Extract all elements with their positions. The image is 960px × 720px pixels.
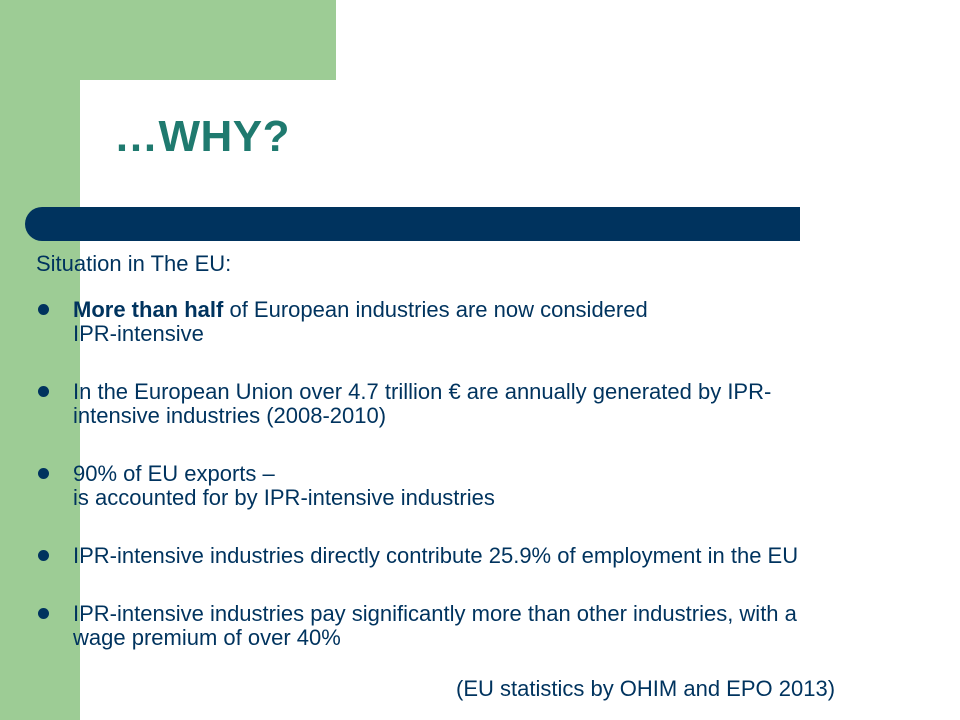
slide-title: …WHY? bbox=[114, 112, 291, 161]
bullet-dot-icon bbox=[38, 608, 49, 619]
bullet-line: IPR-intensive industries pay significant… bbox=[73, 601, 797, 626]
bullet-line: is accounted for by IPR-intensive indust… bbox=[73, 485, 495, 510]
bullet-item: 90% of EU exports – is accounted for by … bbox=[36, 462, 948, 510]
bullet-item: In the European Union over 4.7 trillion … bbox=[36, 380, 948, 428]
bullet-list: More than half of European industries ar… bbox=[36, 298, 948, 650]
title-underline-bar bbox=[25, 207, 800, 241]
bullet-line: wage premium of over 40% bbox=[73, 625, 341, 650]
bullet-line: IPR-intensive industries directly contri… bbox=[73, 543, 799, 568]
bullet-item: IPR-intensive industries pay significant… bbox=[36, 602, 948, 650]
bullet-text: of European industries are now considere… bbox=[223, 297, 648, 322]
intro-text: Situation in The EU: bbox=[36, 251, 232, 276]
bullet-line: intensive industries (2008-2010) bbox=[73, 403, 387, 428]
top-green-block bbox=[80, 0, 336, 80]
bullet-line: IPR-intensive bbox=[73, 321, 204, 346]
source-citation: (EU statistics by OHIM and EPO 2013) bbox=[456, 676, 836, 701]
bullet-dot-icon bbox=[38, 386, 49, 397]
bullet-line: 90% of EU exports – bbox=[73, 461, 275, 486]
slide-body: Situation in The EU: More than half of E… bbox=[36, 252, 948, 684]
bullet-line: More than half of European industries ar… bbox=[73, 298, 948, 322]
bullet-line: In the European Union over 4.7 trillion … bbox=[73, 379, 772, 404]
bullet-item: IPR-intensive industries directly contri… bbox=[36, 544, 948, 568]
bullet-bold-text: More than half bbox=[73, 297, 224, 322]
bullet-item: More than half of European industries ar… bbox=[36, 298, 948, 346]
bullet-dot-icon bbox=[38, 304, 49, 315]
bullet-dot-icon bbox=[38, 468, 49, 479]
bullet-dot-icon bbox=[38, 550, 49, 561]
content-panel bbox=[80, 80, 960, 720]
sidebar-green-bar bbox=[0, 0, 80, 720]
